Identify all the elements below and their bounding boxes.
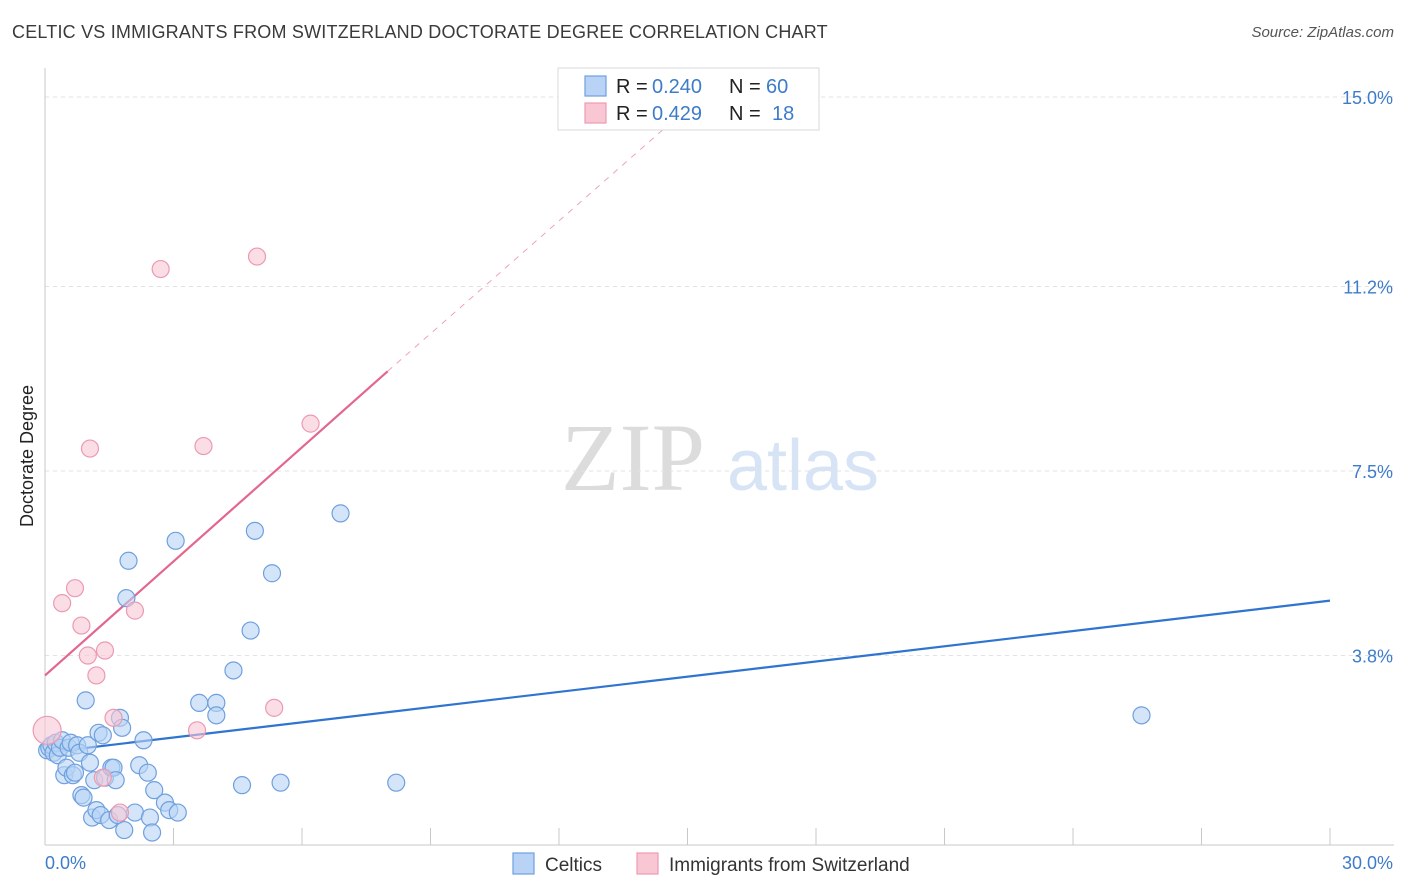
point-celtic-17 xyxy=(74,788,93,807)
bottom-legend-label-celtics: Celtics xyxy=(545,855,602,876)
legend-r-label-celtics: R = xyxy=(616,76,648,98)
point-celtic-52 xyxy=(224,661,243,680)
point-celtic-57 xyxy=(271,773,290,792)
point-swiss-3 xyxy=(72,616,91,635)
x-tick-label-0: 0.0% xyxy=(45,853,86,873)
point-swiss-8 xyxy=(95,641,115,660)
point-swiss-7 xyxy=(93,768,112,787)
point-celtic-55 xyxy=(245,521,264,540)
point-celtic-36 xyxy=(117,589,136,608)
y-axis-label: Doctorate Degree xyxy=(17,385,37,527)
legend-swatch-celtics xyxy=(584,75,607,97)
chart-title: CELTIC VS IMMIGRANTS FROM SWITZERLAND DO… xyxy=(12,22,828,42)
x-tick-marks xyxy=(44,828,1331,845)
point-swiss-0 xyxy=(32,715,62,745)
legend-n-value-swiss: 18 xyxy=(772,103,794,125)
point-celtic-51 xyxy=(207,706,226,725)
y-tick-label-2: 11.2% xyxy=(1343,277,1393,297)
point-celtic-49 xyxy=(190,693,209,712)
point-celtic-43 xyxy=(142,823,162,842)
legend-n-label-celtics: N = xyxy=(729,76,761,98)
trend-line-swiss xyxy=(44,370,389,677)
point-celtic-44 xyxy=(145,781,164,800)
stats-legend: R = 0.240 N = 60 R = 0.429 N = 18 xyxy=(557,67,820,131)
point-swiss-1 xyxy=(53,594,72,613)
bottom-legend-swatch-swiss xyxy=(636,852,659,875)
point-swiss-17 xyxy=(301,414,320,433)
point-celtic-56 xyxy=(262,564,282,583)
point-swiss-2 xyxy=(65,579,85,598)
point-celtic-60 xyxy=(1132,706,1151,725)
point-celtic-20 xyxy=(80,753,100,772)
point-swiss-16 xyxy=(265,698,284,717)
point-swiss-13 xyxy=(187,721,207,740)
legend-r-value-swiss: 0.429 xyxy=(652,103,702,125)
legend-r-value-celtics: 0.240 xyxy=(652,76,702,98)
legend-swatch-swiss xyxy=(584,102,607,124)
point-swiss-12 xyxy=(151,259,170,279)
point-swiss-9 xyxy=(104,708,123,727)
series-legend: Celtics Immigrants from Switzerland xyxy=(512,852,910,876)
point-celtic-40 xyxy=(134,731,153,750)
point-celtic-54 xyxy=(241,621,260,640)
watermark-zip: ZIP xyxy=(561,404,705,511)
legend-n-label-swiss: N = xyxy=(729,103,761,125)
bottom-legend-label-swiss: Immigrants from Switzerland xyxy=(669,855,910,876)
trend-lines xyxy=(44,126,1331,754)
tick-labels: 3.8% 7.5% 11.2% 15.0% 0.0% 30.0% xyxy=(45,88,1393,873)
point-celtic-37 xyxy=(119,551,138,570)
point-celtic-48 xyxy=(166,531,185,550)
point-celtic-18 xyxy=(76,691,95,710)
point-celtic-35 xyxy=(115,820,134,840)
legend-r-label-swiss: R = xyxy=(616,103,648,125)
x-tick-label-1: 30.0% xyxy=(1342,853,1393,873)
legend-n-value-celtics: 60 xyxy=(766,76,788,98)
point-celtic-19 xyxy=(78,736,97,755)
y-tick-label-0: 3.8% xyxy=(1352,647,1393,667)
watermark-atlas: atlas xyxy=(727,426,879,506)
point-celtic-41 xyxy=(138,763,157,782)
point-celtic-58 xyxy=(331,504,350,523)
point-celtic-47 xyxy=(168,803,187,822)
grid-lines xyxy=(45,96,1394,657)
point-celtic-13 xyxy=(65,763,85,782)
chart-source: Source: ZipAtlas.com xyxy=(1251,24,1394,41)
point-swiss-5 xyxy=(80,439,100,458)
point-swiss-4 xyxy=(78,646,97,665)
point-swiss-14 xyxy=(194,436,213,456)
point-swiss-10 xyxy=(110,803,130,822)
trend-line-celtic xyxy=(44,599,1331,754)
y-tick-label-1: 7.5% xyxy=(1352,462,1393,482)
point-swiss-11 xyxy=(125,601,145,620)
point-swiss-6 xyxy=(87,666,106,685)
point-celtic-53 xyxy=(232,776,252,795)
point-celtic-26 xyxy=(93,726,112,745)
point-swiss-15 xyxy=(247,247,267,266)
data-points xyxy=(32,247,1151,842)
trend-line-ext-swiss xyxy=(387,126,667,372)
axes xyxy=(44,68,1394,846)
bottom-legend-swatch-celtics xyxy=(512,852,535,875)
y-tick-label-3: 15.0% xyxy=(1342,88,1393,108)
point-celtic-59 xyxy=(387,773,406,792)
point-celtic-42 xyxy=(140,808,160,827)
